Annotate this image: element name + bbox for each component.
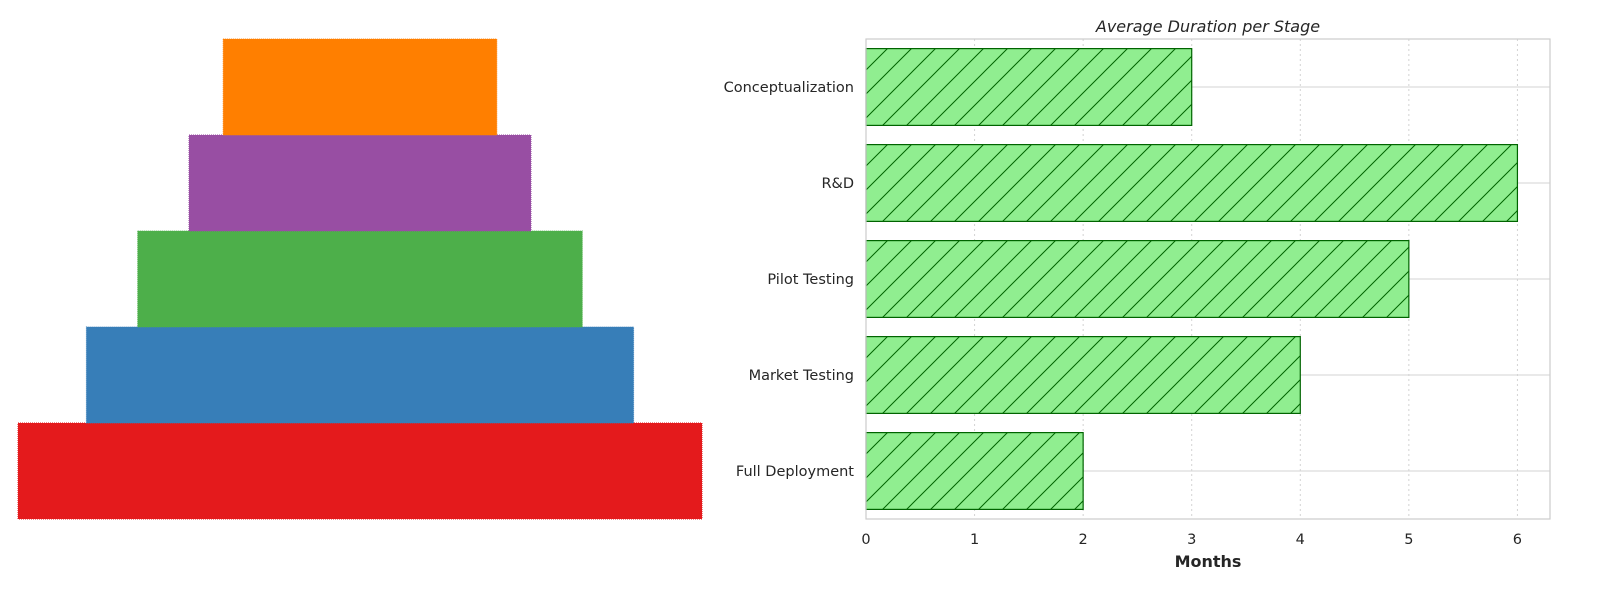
x-tick-label: 0 <box>861 532 870 548</box>
bar-pilot-testing <box>865 240 1410 319</box>
x-tick-label: 4 <box>1296 532 1305 548</box>
funnel-chart <box>17 38 703 520</box>
bar-chart: Average Duration per Stage Months Concep… <box>724 17 1551 571</box>
y-tick-label: Conceptualization <box>724 80 854 96</box>
y-tick-label: Pilot Testing <box>767 272 854 288</box>
chart-title: Average Duration per Stage <box>1095 17 1320 36</box>
funnel-stage-full-deployment <box>17 422 703 520</box>
x-axis-label: Months <box>1175 552 1242 571</box>
x-tick-label: 6 <box>1513 532 1522 548</box>
x-tick-label: 5 <box>1404 532 1413 548</box>
y-tick-label: R&D <box>821 176 854 192</box>
plot-frame <box>865 38 1551 520</box>
funnel-stage-randd <box>188 134 532 232</box>
funnel-stage-market-testing <box>85 326 635 424</box>
y-tick-label: Full Deployment <box>736 464 854 480</box>
bar-randd <box>865 144 1519 223</box>
bar-market-testing <box>865 336 1301 415</box>
funnel-stage-conceptualization <box>222 38 498 136</box>
bar-conceptualization <box>865 47 1193 127</box>
funnel-stage-pilot-testing <box>137 230 583 328</box>
y-tick-label: Market Testing <box>749 368 854 384</box>
bar-full-deployment <box>865 432 1084 511</box>
x-tick-label: 1 <box>970 532 979 548</box>
x-tick-label: 2 <box>1079 532 1088 548</box>
x-tick-label: 3 <box>1187 532 1196 548</box>
